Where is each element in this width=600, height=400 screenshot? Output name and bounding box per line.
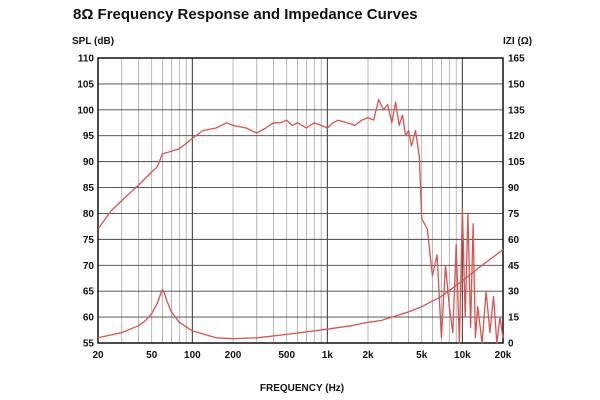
y2-tick-label: 60 [508,235,520,246]
y2-tick-label: 120 [508,131,525,142]
y2-tick-label: 105 [508,157,525,168]
y-tick-label: 85 [83,183,95,194]
y-tick-label: 80 [83,209,95,220]
y-tick-label: 110 [78,54,95,65]
x-tick-label: 10k [454,350,471,361]
plot-frame [97,57,504,344]
x-tick-label: 100 [184,350,201,361]
y2-tick-label: 75 [508,209,520,220]
y2-axis-label: IZI (Ω) [503,36,532,47]
y2-tick-label: 165 [508,54,525,65]
y-tick-label: 100 [77,105,94,116]
x-tick-label: 500 [278,350,295,361]
y2-tick-label: 0 [508,339,514,350]
x-axis-label: FREQUENCY (Hz) [260,383,344,394]
impedance-curve [97,249,504,340]
y2-tick-label: 15 [508,313,520,324]
y-tick-label: 75 [83,235,95,246]
x-tick-label: 2k [362,350,374,361]
y-tick-label: 65 [83,287,95,298]
x-tick-label: 50 [146,350,158,361]
x-tick-label: 1k [322,350,334,361]
y-axis-label: SPL (dB) [72,36,114,47]
y-tick-label: 90 [83,157,95,168]
y2-tick-label: 135 [508,105,525,116]
y2-tick-label: 30 [508,287,520,298]
spl-curve [97,98,504,344]
curves [97,98,504,344]
chart-title: 8Ω Frequency Response and Impedance Curv… [73,6,418,23]
y2-tick-label: 150 [508,79,525,90]
tick-labels: 55 60 65 70 75 80 85 90 95 100 105 110 0 15 30 45 60 75 90… [77,54,525,362]
y2-tick-label: 45 [508,261,520,272]
y-tick-label: 70 [83,261,95,272]
y-tick-label: 55 [83,339,95,350]
x-tick-label: 5k [416,350,428,361]
x-tick-label: 20k [495,350,512,361]
x-tick-label: 200 [225,350,242,361]
y-tick-label: 60 [83,313,95,324]
y2-tick-label: 90 [508,183,520,194]
y-tick-label: 95 [83,131,95,142]
x-tick-label: 20 [92,350,104,361]
y-tick-label: 105 [77,79,94,90]
